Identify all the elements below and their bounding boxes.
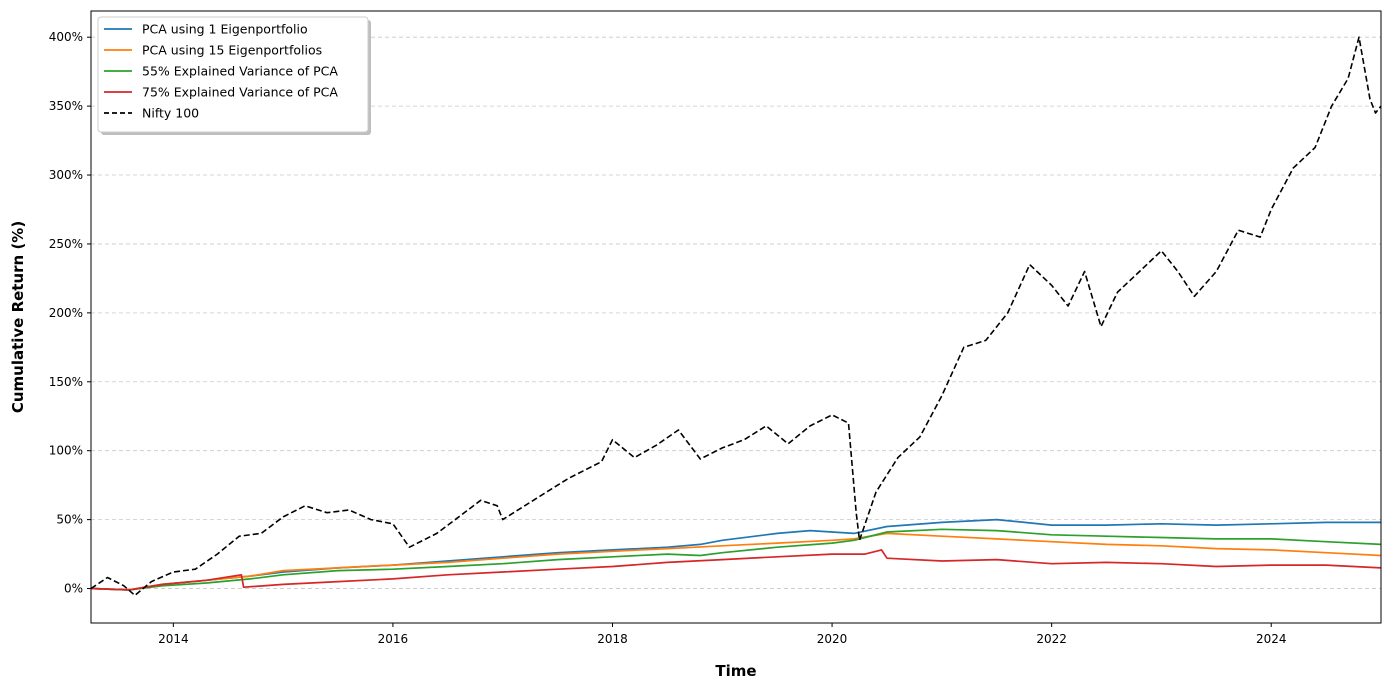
legend: PCA using 1 Eigenportfolio PCA using 15 E… bbox=[97, 16, 371, 135]
y-axis-title: Cumulative Return (%) bbox=[9, 221, 27, 413]
y-tick-label: 400% bbox=[49, 30, 83, 44]
legend-label: Nifty 100 bbox=[142, 106, 199, 121]
legend-box bbox=[97, 16, 369, 133]
gridlines bbox=[91, 36, 1381, 589]
y-tick-label: 150% bbox=[49, 375, 83, 389]
x-tick-label: 2024 bbox=[1256, 632, 1287, 646]
series-line bbox=[90, 518, 1381, 591]
y-tick-label: 350% bbox=[49, 99, 83, 113]
y-tick-label: 250% bbox=[49, 237, 83, 251]
x-axis: 2014 2016 2018 2020 2022 2024 bbox=[158, 623, 1286, 646]
y-axis: 0% 50% 100% 150% 200% 250% 300% 350% 400% bbox=[49, 30, 91, 596]
x-tick-label: 2022 bbox=[1036, 632, 1067, 646]
x-tick-label: 2014 bbox=[158, 632, 189, 646]
x-tick-label: 2018 bbox=[597, 632, 628, 646]
legend-label: 55% Explained Variance of PCA bbox=[142, 64, 338, 79]
series-line bbox=[90, 532, 1382, 591]
y-tick-label: 300% bbox=[49, 168, 83, 182]
legend-label: PCA using 15 Eigenportfolios bbox=[142, 43, 322, 58]
plot-frame bbox=[90, 10, 1382, 624]
series-line bbox=[90, 528, 1382, 591]
y-tick-label: 100% bbox=[49, 444, 83, 458]
legend-label: 75% Explained Variance of PCA bbox=[142, 85, 338, 100]
x-tick-label: 2016 bbox=[378, 632, 409, 646]
y-tick-label: 0% bbox=[64, 582, 83, 596]
y-tick-label: 50% bbox=[56, 513, 83, 527]
series-lines bbox=[90, 36, 1382, 597]
x-axis-title: Time bbox=[715, 662, 756, 680]
series-line bbox=[90, 36, 1382, 597]
y-tick-label: 200% bbox=[49, 306, 83, 320]
legend-label: PCA using 1 Eigenportfolio bbox=[142, 22, 308, 37]
x-tick-label: 2020 bbox=[817, 632, 848, 646]
series-line bbox=[90, 549, 1382, 591]
